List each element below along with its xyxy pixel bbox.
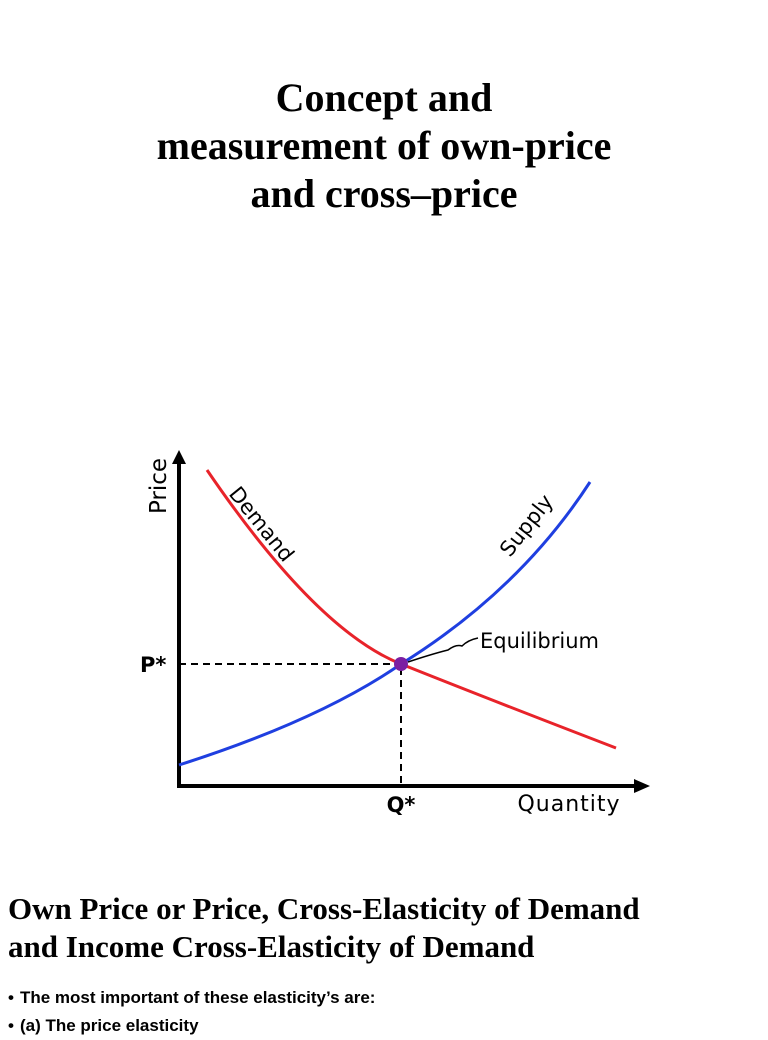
title-line-1: Concept and: [275, 75, 493, 120]
title-line-3: and cross–price: [250, 171, 518, 216]
bullet-list: • The most important of these elasticity’…: [8, 984, 768, 1040]
slide-title: Concept and measurement of own-price and…: [0, 74, 768, 218]
price-star-label: P*: [140, 653, 166, 677]
equilibrium-label: Equilibrium: [480, 629, 599, 653]
heading-line-1: Own Price or Price, Cross-Elasticity of …: [8, 891, 640, 926]
title-line-2: measurement of own-price: [156, 123, 612, 168]
supply-curve-label: Supply: [495, 490, 558, 561]
quantity-star-label: Q*: [387, 793, 416, 817]
bullet-item: • (a) The price elasticity: [8, 1012, 768, 1040]
equilibrium-point: [394, 657, 408, 671]
y-axis-arrow-icon: [172, 450, 186, 464]
section-heading: Own Price or Price, Cross-Elasticity of …: [8, 890, 768, 966]
supply-demand-chart: Price Quantity P* Q* Demand Supply Equil…: [140, 450, 650, 817]
x-axis-label: Quantity: [517, 792, 620, 817]
bullet-dot-icon: •: [8, 1016, 14, 1035]
demand-curve-label: Demand: [224, 482, 299, 566]
equilibrium-pointer: [407, 637, 479, 663]
x-axis-arrow-icon: [634, 779, 650, 793]
bullet-item: • The most important of these elasticity’…: [8, 984, 768, 1012]
bullet-text: The most important of these elasticity’s…: [19, 988, 376, 1007]
demand-curve: [205, 469, 617, 750]
heading-line-2: and Income Cross-Elasticity of Demand: [8, 929, 535, 964]
y-axis-label: Price: [146, 458, 172, 514]
bullet-dot-icon: •: [8, 988, 14, 1007]
bullet-text: (a) The price elasticity: [19, 1016, 199, 1035]
